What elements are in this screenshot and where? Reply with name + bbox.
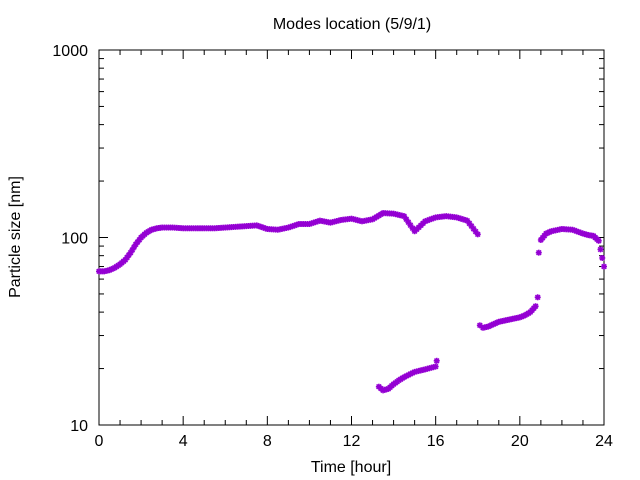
y-axis-ticks: 10 100 1000 — [52, 43, 604, 435]
data-point — [601, 263, 607, 270]
data-point — [474, 231, 481, 238]
y-tick-label: 1000 — [52, 43, 88, 60]
y-tick-label: 100 — [61, 231, 88, 248]
x-tick-label: 20 — [511, 433, 529, 450]
data-point — [432, 363, 439, 370]
y-tick-label: 10 — [70, 418, 88, 435]
y-minor-ticks — [99, 58, 604, 370]
y-axis-label: Particle size [nm] — [7, 176, 24, 298]
data-points — [96, 210, 607, 394]
data-point — [535, 249, 542, 256]
x-tick-label: 4 — [179, 433, 188, 450]
data-point — [595, 237, 602, 244]
x-tick-label: 8 — [263, 433, 272, 450]
x-axis-label: Time [hour] — [311, 459, 391, 476]
x-tick-label: 0 — [95, 433, 104, 450]
data-point — [534, 294, 541, 301]
data-point — [597, 246, 604, 253]
data-point — [433, 357, 440, 364]
x-tick-label: 24 — [595, 433, 613, 450]
plot-frame — [98, 49, 605, 426]
data-point — [532, 303, 539, 310]
chart-title: Modes location (5/9/1) — [273, 16, 431, 33]
x-axis-ticks: 0 4 8 12 16 20 24 — [95, 50, 613, 450]
data-point — [599, 254, 606, 261]
x-minor-ticks — [119, 50, 584, 425]
x-tick-label: 12 — [343, 433, 361, 450]
x-tick-label: 16 — [427, 433, 445, 450]
